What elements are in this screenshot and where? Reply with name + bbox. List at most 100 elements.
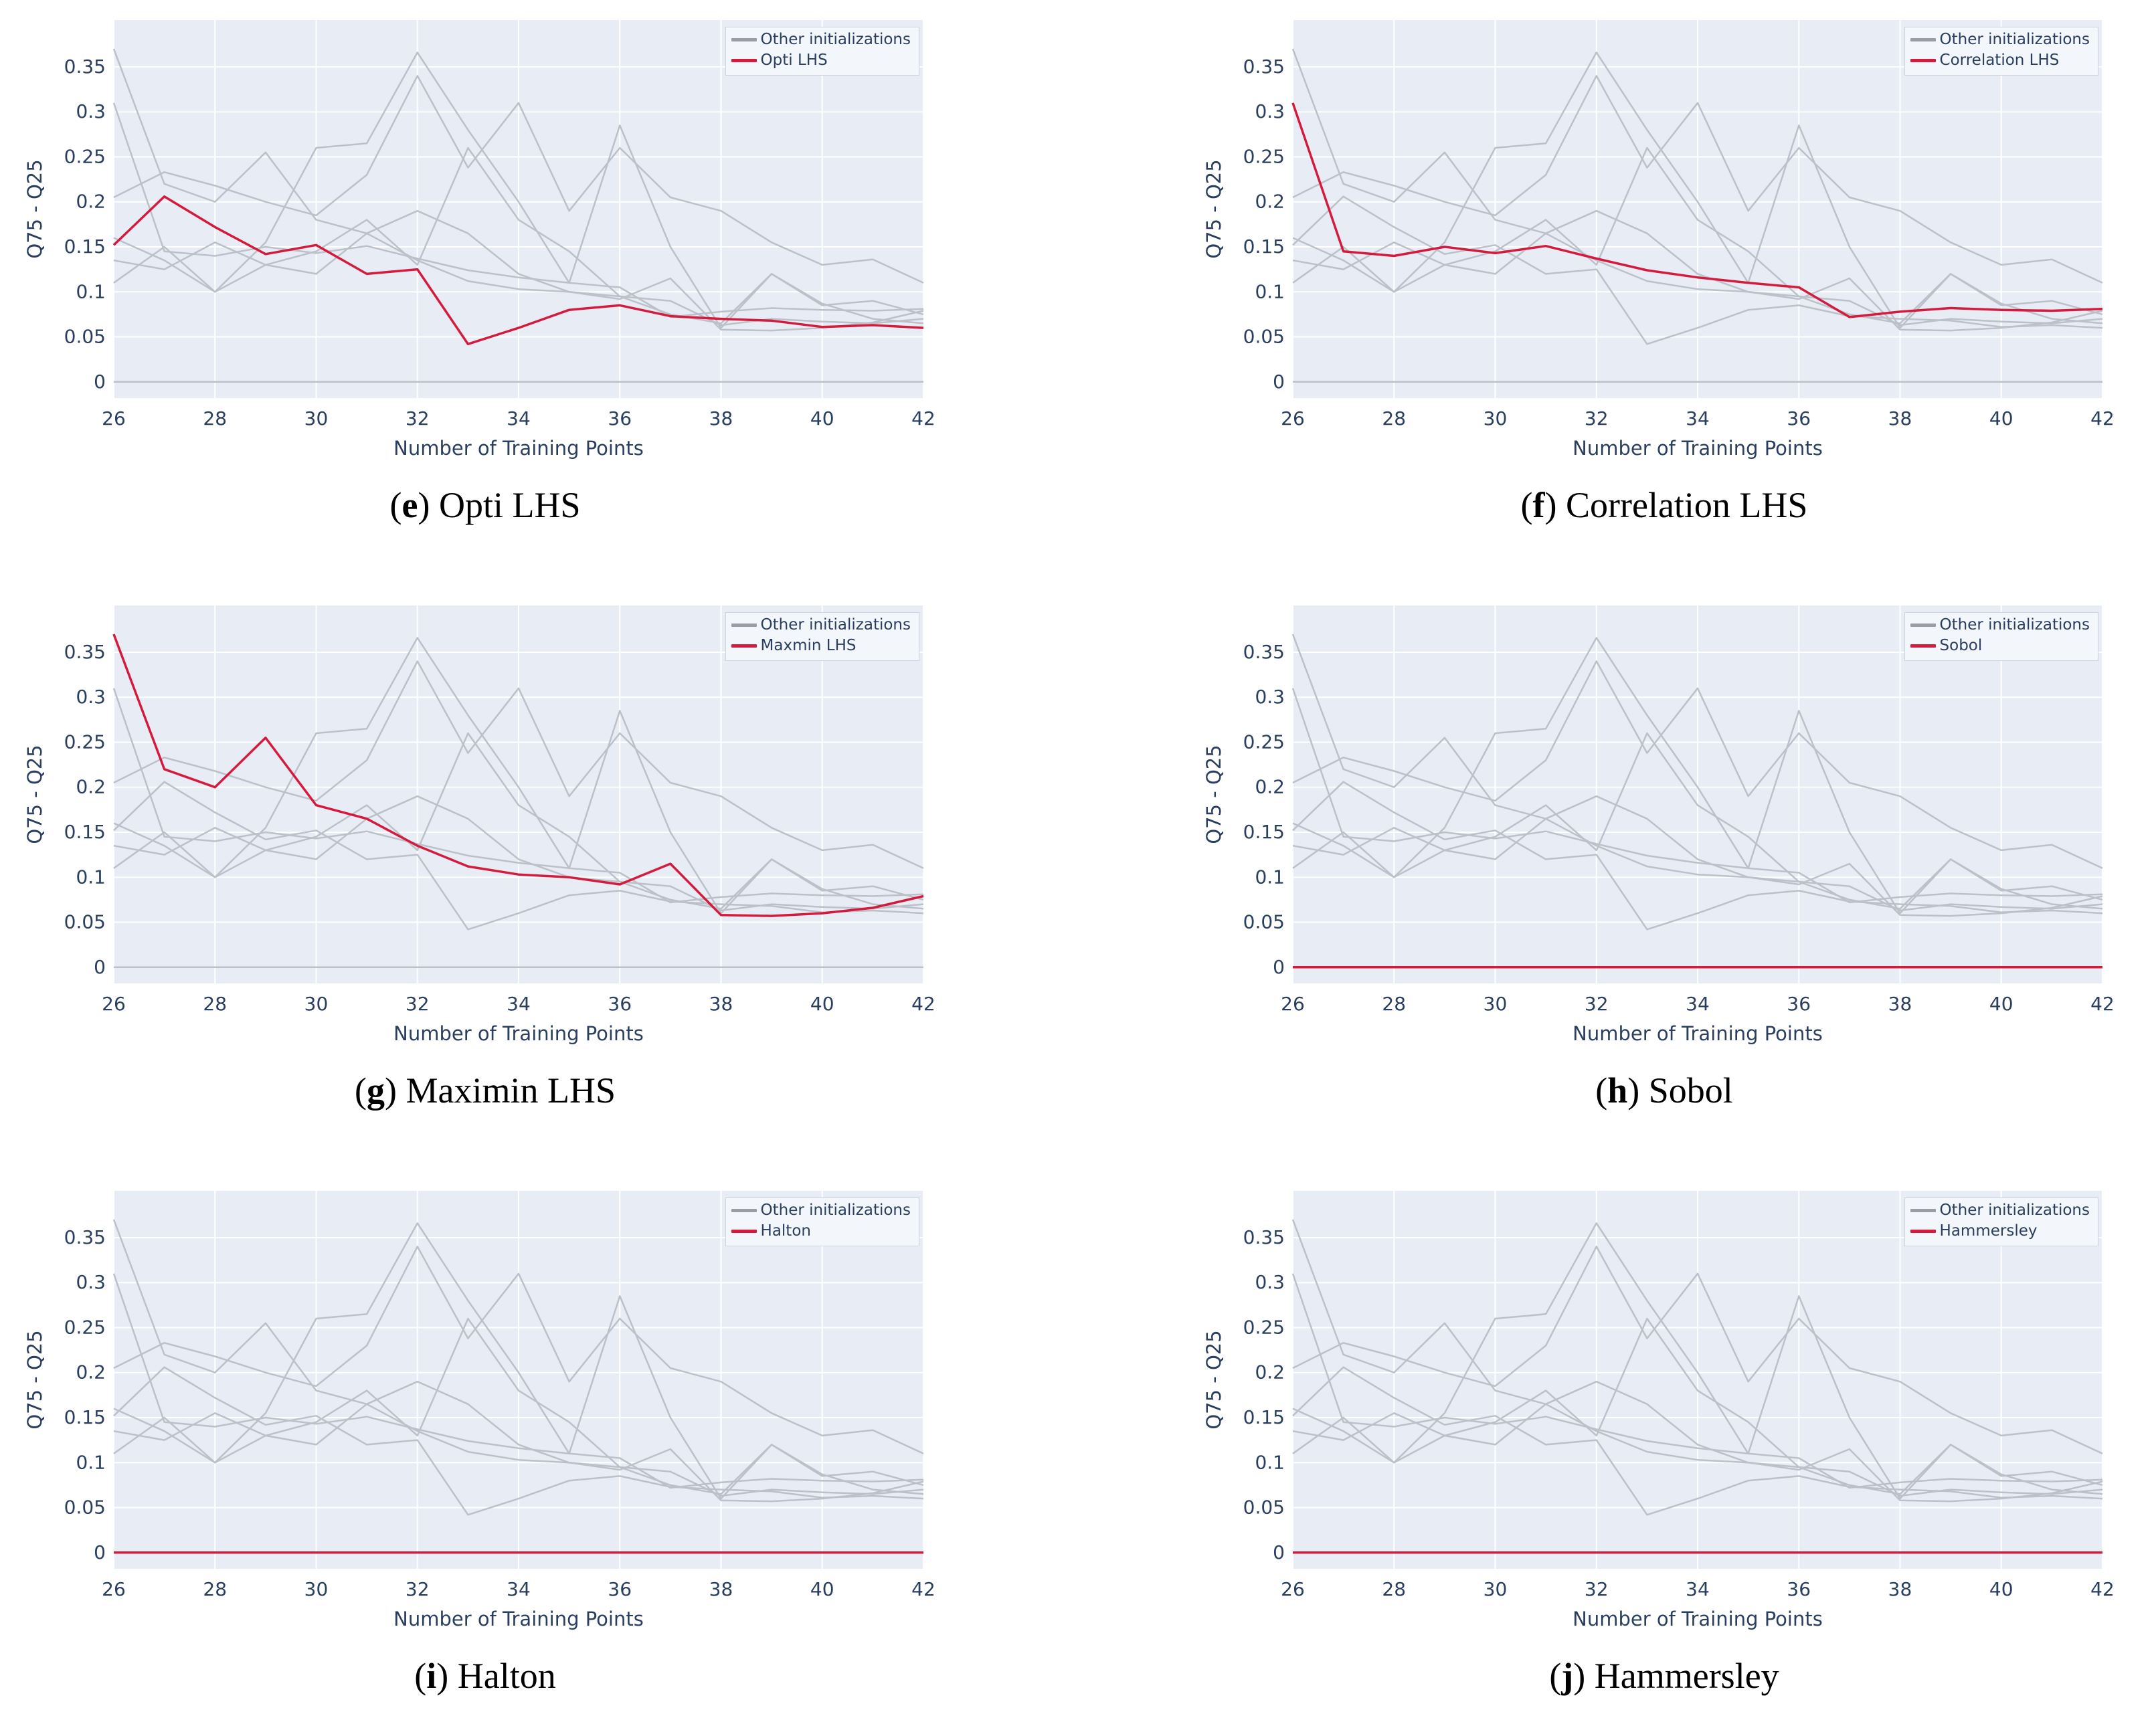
svg-text:Number of Training Points: Number of Training Points bbox=[1573, 437, 1823, 460]
svg-text:Number of Training Points: Number of Training Points bbox=[393, 1022, 644, 1045]
caption-paren: ( bbox=[414, 1656, 427, 1696]
svg-text:0.3: 0.3 bbox=[76, 686, 106, 708]
svg-text:34: 34 bbox=[507, 993, 531, 1015]
svg-text:0.3: 0.3 bbox=[1255, 1271, 1285, 1293]
gray-line-swatch-icon bbox=[1910, 624, 1936, 628]
caption-paren: ( bbox=[1520, 485, 1533, 525]
svg-text:0.2: 0.2 bbox=[76, 1361, 106, 1383]
subplot-hammersley: 26 28 30 32 34 36 38 40 42 0 0.05 0.1 0.15 0.2 0.25 0.3… bbox=[1199, 1121, 2129, 1706]
caption-paren-close: ) bbox=[418, 485, 439, 525]
red-line-swatch-icon bbox=[731, 59, 757, 63]
svg-text:42: 42 bbox=[2090, 1578, 2115, 1600]
red-line-swatch-icon bbox=[731, 644, 757, 648]
svg-text:Q75 - Q25: Q75 - Q25 bbox=[23, 159, 46, 258]
caption-paren: ( bbox=[389, 485, 402, 525]
svg-text:32: 32 bbox=[1585, 1578, 1609, 1600]
chart-svg-correlation-lhs: 26 28 30 32 34 36 38 40 42 0 0.05 0.1 0.15 0.2 0.25 0.3… bbox=[1202, 20, 2115, 460]
svg-text:32: 32 bbox=[1585, 407, 1609, 429]
svg-text:0.3: 0.3 bbox=[76, 1271, 106, 1293]
caption-correlation-lhs: (f) Correlation LHS bbox=[1199, 475, 2129, 535]
svg-text:26: 26 bbox=[102, 993, 126, 1015]
legend-label-other: Other initializations bbox=[1939, 1202, 2090, 1219]
chart-svg-sobol: 26 28 30 32 34 36 38 40 42 0 0.05 0.1 0.15 0.2 0.25 0.3… bbox=[1202, 605, 2115, 1045]
svg-text:0.35: 0.35 bbox=[1243, 641, 1285, 663]
svg-text:0.1: 0.1 bbox=[76, 280, 106, 302]
svg-text:0.2: 0.2 bbox=[76, 776, 106, 798]
svg-text:34: 34 bbox=[1686, 407, 1710, 429]
chart-svg-maximin-lhs: 26 28 30 32 34 36 38 40 42 0 0.05 0.1 0.15 0.2 0.25 0.3… bbox=[23, 605, 935, 1045]
svg-text:0: 0 bbox=[1273, 371, 1285, 393]
svg-text:0.25: 0.25 bbox=[64, 1316, 106, 1338]
svg-text:26: 26 bbox=[102, 1578, 126, 1600]
svg-text:40: 40 bbox=[1989, 1578, 2013, 1600]
caption-hammersley: (j) Hammersley bbox=[1199, 1646, 2129, 1706]
svg-text:0.3: 0.3 bbox=[76, 100, 106, 122]
svg-text:32: 32 bbox=[406, 993, 430, 1015]
gray-line-swatch-icon bbox=[1910, 1209, 1936, 1213]
svg-text:Q75 - Q25: Q75 - Q25 bbox=[1202, 159, 1225, 258]
svg-text:38: 38 bbox=[1888, 1578, 1912, 1600]
svg-text:0: 0 bbox=[1273, 956, 1285, 978]
svg-text:38: 38 bbox=[709, 993, 733, 1015]
legend-correlation-lhs: Other initializations Correlation LHS bbox=[1904, 27, 2098, 76]
caption-paren: ( bbox=[1549, 1656, 1562, 1696]
svg-text:28: 28 bbox=[1382, 407, 1406, 429]
svg-text:0: 0 bbox=[94, 1541, 106, 1563]
legend-row-highlight: Opti LHS bbox=[731, 52, 911, 69]
svg-text:0.05: 0.05 bbox=[64, 326, 106, 348]
svg-text:0.25: 0.25 bbox=[64, 145, 106, 167]
svg-text:0.25: 0.25 bbox=[1243, 145, 1285, 167]
chart-area-opti-lhs: 26 28 30 32 34 36 38 40 42 0 0.05 0.1 0.15 0.2 0.25 0.3… bbox=[20, 7, 950, 475]
chart-svg-hammersley: 26 28 30 32 34 36 38 40 42 0 0.05 0.1 0.15 0.2 0.25 0.3… bbox=[1202, 1191, 2115, 1630]
svg-text:28: 28 bbox=[203, 993, 227, 1015]
svg-text:42: 42 bbox=[2090, 993, 2115, 1015]
caption-letter: e bbox=[401, 485, 418, 525]
svg-text:36: 36 bbox=[608, 407, 632, 429]
red-line-swatch-icon bbox=[1910, 644, 1936, 648]
svg-text:0.3: 0.3 bbox=[1255, 686, 1285, 708]
svg-text:0.3: 0.3 bbox=[1255, 100, 1285, 122]
subplot-sobol: 26 28 30 32 34 36 38 40 42 0 0.05 0.1 0.15 0.2 0.25 0.3… bbox=[1199, 535, 2129, 1121]
legend-row-other: Other initializations bbox=[1910, 31, 2090, 48]
caption-opti-lhs: (e) Opti LHS bbox=[20, 475, 950, 535]
legend-row-highlight: Sobol bbox=[1910, 637, 2090, 654]
caption-letter: f bbox=[1532, 485, 1545, 525]
caption-letter: h bbox=[1607, 1070, 1628, 1111]
svg-text:40: 40 bbox=[1989, 407, 2013, 429]
caption-paren: ( bbox=[1595, 1070, 1608, 1111]
svg-text:26: 26 bbox=[1281, 1578, 1305, 1600]
svg-text:0.1: 0.1 bbox=[1255, 280, 1285, 302]
svg-text:42: 42 bbox=[911, 1578, 935, 1600]
svg-text:26: 26 bbox=[1281, 407, 1305, 429]
legend-label-other: Other initializations bbox=[760, 1202, 911, 1219]
svg-text:0.25: 0.25 bbox=[1243, 731, 1285, 753]
svg-text:Number of Training Points: Number of Training Points bbox=[393, 1608, 644, 1630]
svg-text:28: 28 bbox=[1382, 1578, 1406, 1600]
svg-text:30: 30 bbox=[304, 993, 329, 1015]
svg-text:0.35: 0.35 bbox=[64, 1226, 106, 1248]
chart-area-sobol: 26 28 30 32 34 36 38 40 42 0 0.05 0.1 0.15 0.2 0.25 0.3… bbox=[1199, 592, 2129, 1060]
chart-area-hammersley: 26 28 30 32 34 36 38 40 42 0 0.05 0.1 0.15 0.2 0.25 0.3… bbox=[1199, 1177, 2129, 1646]
caption-halton: (i) Halton bbox=[20, 1646, 950, 1706]
svg-text:0.1: 0.1 bbox=[76, 866, 106, 888]
svg-text:38: 38 bbox=[1888, 993, 1912, 1015]
legend-hammersley: Other initializations Hammersley bbox=[1904, 1197, 2098, 1246]
svg-text:28: 28 bbox=[203, 1578, 227, 1600]
svg-text:38: 38 bbox=[1888, 407, 1912, 429]
red-line-swatch-icon bbox=[731, 1230, 757, 1234]
svg-text:30: 30 bbox=[304, 1578, 329, 1600]
svg-text:0.2: 0.2 bbox=[76, 191, 106, 213]
legend-row-highlight: Maxmin LHS bbox=[731, 637, 911, 654]
svg-text:Number of Training Points: Number of Training Points bbox=[393, 437, 644, 460]
gray-line-swatch-icon bbox=[731, 38, 757, 42]
caption-label: Hammersley bbox=[1594, 1656, 1779, 1696]
svg-text:Q75 - Q25: Q75 - Q25 bbox=[1202, 745, 1225, 844]
svg-text:0.2: 0.2 bbox=[1255, 1361, 1285, 1383]
svg-text:36: 36 bbox=[608, 1578, 632, 1600]
caption-paren-close: ) bbox=[1573, 1656, 1595, 1696]
svg-text:26: 26 bbox=[1281, 993, 1305, 1015]
svg-text:30: 30 bbox=[1484, 407, 1508, 429]
svg-text:0: 0 bbox=[94, 956, 106, 978]
svg-text:0.25: 0.25 bbox=[64, 731, 106, 753]
